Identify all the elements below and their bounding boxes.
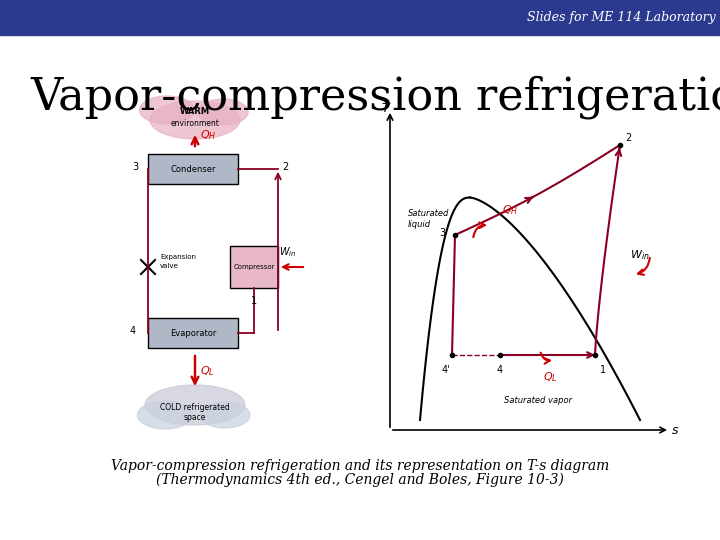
Text: 2: 2 (625, 133, 631, 143)
Text: (Thermodynamics 4th ed., Cengel and Boles, Figure 10-3): (Thermodynamics 4th ed., Cengel and Bole… (156, 472, 564, 487)
Text: $Q_H$: $Q_H$ (502, 203, 518, 217)
Ellipse shape (145, 385, 245, 425)
Text: Slides for ME 114 Laboratory: Slides for ME 114 Laboratory (527, 11, 716, 24)
Bar (230, 246, 278, 288)
Text: 4: 4 (130, 326, 136, 336)
Bar (148, 154, 238, 184)
Text: COLD refrigerated: COLD refrigerated (160, 402, 230, 411)
Text: s: s (672, 423, 678, 436)
Text: 4': 4' (441, 365, 450, 375)
Text: T: T (381, 102, 389, 114)
Text: 4: 4 (497, 365, 503, 375)
Text: $Q_L$: $Q_L$ (200, 364, 215, 378)
Text: 1: 1 (600, 365, 606, 375)
Text: $W_{in}$: $W_{in}$ (630, 248, 649, 262)
Text: Saturated
liquid: Saturated liquid (408, 210, 449, 229)
Ellipse shape (198, 99, 248, 125)
Text: Vapor-compression refrigeration and its representation on T-s diagram: Vapor-compression refrigeration and its … (111, 459, 609, 473)
Text: WARM: WARM (180, 107, 210, 117)
Text: environment: environment (171, 119, 220, 129)
Text: Expansion: Expansion (160, 254, 196, 260)
Ellipse shape (150, 101, 240, 139)
Text: 3: 3 (439, 228, 445, 238)
Text: $Q_L$: $Q_L$ (543, 370, 557, 384)
Text: Evaporator: Evaporator (170, 328, 216, 338)
Text: Vapor-compression refrigeration: Vapor-compression refrigeration (30, 76, 720, 119)
Ellipse shape (140, 96, 194, 124)
Text: 3: 3 (132, 162, 138, 172)
Bar (148, 318, 238, 348)
Text: $Q_H$: $Q_H$ (200, 129, 217, 143)
Text: 2: 2 (282, 162, 288, 172)
Ellipse shape (200, 402, 250, 428)
Bar (0, 0, 720, 35)
Text: Compressor: Compressor (233, 264, 275, 270)
Ellipse shape (138, 401, 192, 429)
Text: $W_{in}$: $W_{in}$ (279, 245, 297, 259)
Text: Saturated vapor: Saturated vapor (505, 396, 572, 405)
Text: valve: valve (160, 263, 179, 269)
Text: space: space (184, 413, 206, 422)
Text: 1: 1 (251, 296, 257, 306)
Text: Condenser: Condenser (170, 165, 216, 173)
